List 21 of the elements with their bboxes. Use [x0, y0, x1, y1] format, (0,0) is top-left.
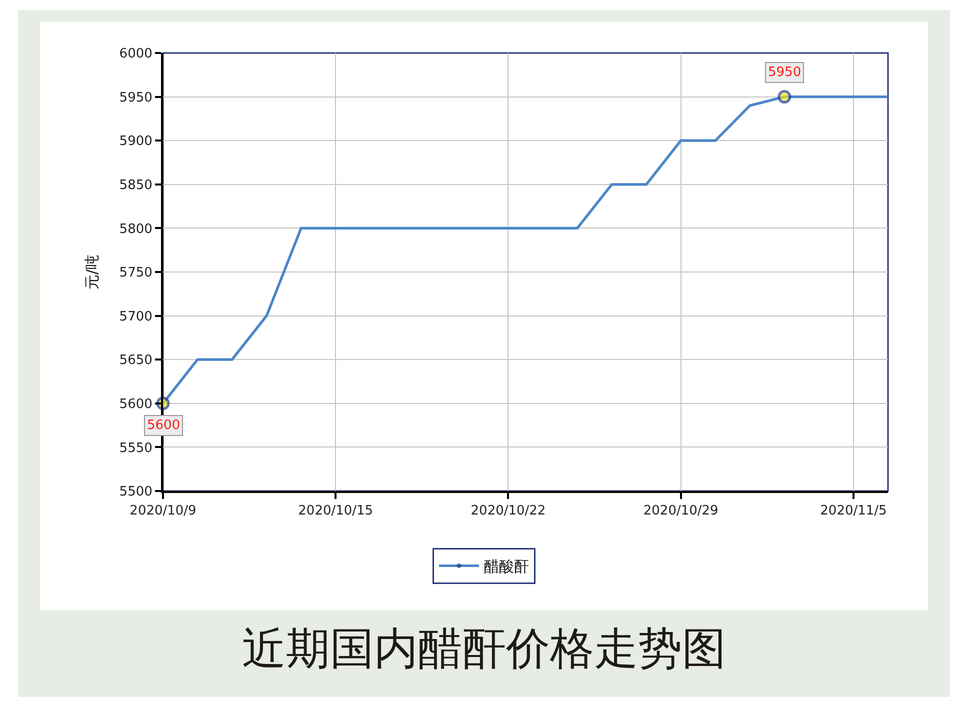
y-tick-label: 5850: [119, 178, 152, 193]
y-tick-label: 6000: [119, 46, 152, 62]
y-tick-label: 5500: [119, 484, 152, 500]
data-label: 5600: [147, 418, 180, 433]
x-tick-label: 2020/10/15: [298, 504, 374, 519]
y-tick-label: 5950: [119, 90, 152, 106]
y-axis-title: 元/吨: [83, 254, 102, 290]
y-tick-label: 5750: [119, 266, 152, 281]
legend-label: 醋酸酐: [484, 558, 529, 576]
x-tick-label: 2020/10/29: [643, 504, 718, 519]
y-tick-label: 5700: [119, 309, 152, 324]
x-tick-label: 2020/11/5: [820, 504, 887, 519]
data-label: 5950: [768, 65, 802, 80]
y-tick-label: 5900: [119, 134, 152, 150]
x-tick-label: 2020/10/22: [470, 504, 546, 519]
text: 近期国内醋酐价格走势图: [242, 623, 726, 674]
y-tick-label: 5600: [119, 396, 152, 412]
y-tick-label: 5800: [119, 222, 152, 237]
y-tick-label: 5550: [119, 440, 152, 456]
x-tick-label: 2020/10/9: [130, 504, 196, 519]
y-tick-label: 5650: [119, 353, 152, 368]
